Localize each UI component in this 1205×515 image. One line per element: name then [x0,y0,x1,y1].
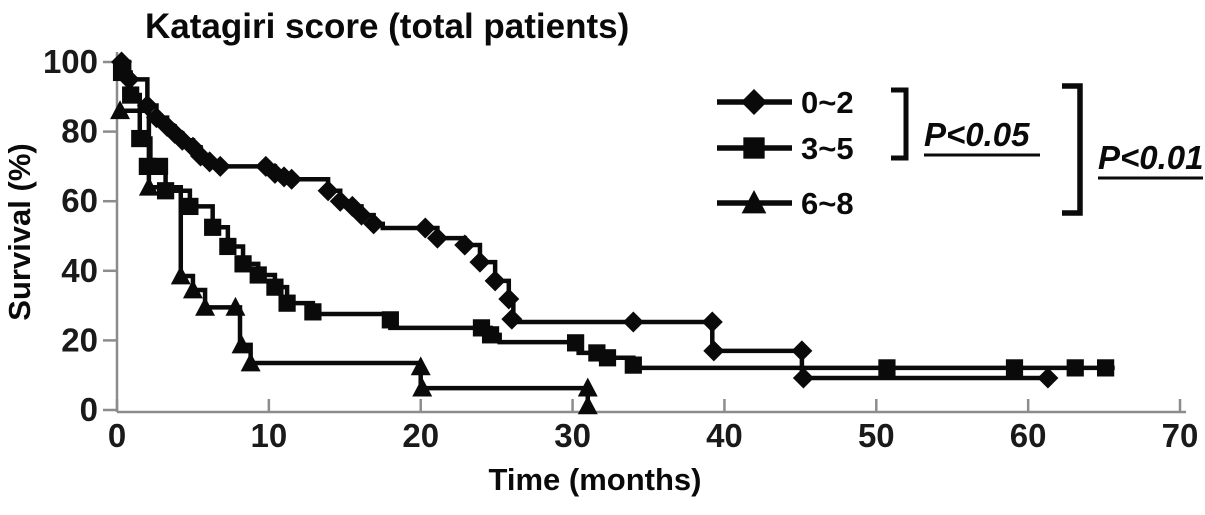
x-axis-title: Time (months) [489,462,702,497]
legend-diamond-icon [741,89,767,115]
data-point-square [567,334,585,352]
axes: 0 10 20 30 40 50 60 70 0 20 40 60 80 100 [43,43,1198,454]
data-point-square [204,218,222,236]
data-point-diamond [501,308,523,330]
data-point-triangle [231,334,252,354]
series-square [112,63,1115,377]
data-point-diamond [156,115,178,137]
data-point-square [304,303,322,321]
x-tick-label: 50 [858,417,895,454]
legend-square-icon [743,137,765,159]
data-point-diamond [363,213,385,235]
data-point-diamond [209,155,231,177]
data-point-square [156,182,175,200]
chart-title: Katagiri score (total patients) [145,7,629,46]
data-point-square [122,86,140,104]
data-point-square [234,255,252,273]
y-axis-title: Survival (%) [2,143,37,320]
legend-label: 0~2 [801,85,854,120]
x-tick-label: 10 [251,417,288,454]
bracket-p005 [891,87,909,161]
data-point-square [1066,359,1084,377]
series-triangle [110,100,598,415]
data-point-diamond [1037,367,1059,389]
legend-triangle-icon [741,190,767,214]
data-point-diamond [414,217,436,239]
y-tick-label: 20 [61,321,98,358]
data-point-square [266,278,284,296]
data-point-diamond [281,168,303,190]
data-point-triangle [195,296,216,316]
data-point-square [219,237,237,256]
data-point-triangle [410,356,431,376]
data-point-diamond [703,340,725,362]
data-point-triangle [225,296,246,316]
data-point-square [878,359,896,377]
p-value-annotations: P<0.05 P<0.01 [891,83,1204,216]
data-point-triangle [110,100,131,120]
data-point-diamond [498,288,520,310]
data-point-square [249,266,267,284]
legend-item-0-2: 0~2 [717,85,854,120]
data-point-diamond [426,227,448,249]
x-tick-label: 60 [1010,417,1047,454]
y-tick-label: 0 [80,391,98,428]
data-point-square [150,157,169,176]
y-tick-label: 80 [61,113,98,150]
legend: 0~2 3~5 6~8 [717,85,854,221]
data-point-triangle [412,377,433,397]
data-point-square [381,311,399,329]
data-point-square [624,356,642,374]
data-point-square [112,63,131,82]
data-point-diamond [469,251,491,273]
data-point-square [598,349,617,367]
series-line-triangle [117,108,591,410]
p-value-overall: P<0.01 [1098,139,1204,176]
legend-label: 3~5 [801,131,854,166]
data-point-diamond [484,270,506,292]
data-point-triangle [577,395,598,415]
data-point-square [131,129,149,148]
data-point-triangle [240,352,261,372]
legend-item-6-8: 6~8 [717,186,854,221]
data-point-triangle [138,176,159,196]
data-point-square [278,294,296,312]
data-point-square [1005,359,1024,377]
series-curves [110,51,1115,415]
data-point-square [181,197,199,216]
data-point-diamond [317,180,339,202]
legend-label: 6~8 [801,186,854,221]
data-point-triangle [577,377,598,397]
y-tick-label: 60 [61,182,98,219]
p-value-0-2-vs-3-5: P<0.05 [924,116,1030,153]
data-point-square [481,326,500,344]
x-tick-label: 20 [402,417,439,454]
data-point-diamond [454,234,476,256]
data-point-square [1096,359,1115,377]
x-tick-label: 30 [554,417,591,454]
data-point-diamond [622,311,644,333]
bracket-p001 [1062,83,1083,216]
data-point-triangle [182,279,203,299]
data-point-triangle [170,265,191,285]
y-tick-label: 100 [43,43,98,80]
y-tick-label: 40 [61,252,98,289]
legend-item-3-5: 3~5 [717,131,854,166]
data-point-diamond [791,340,813,362]
series-line-diamond [117,59,1051,381]
x-tick-label: 40 [706,417,743,454]
data-point-diamond [701,311,723,333]
x-tick-label: 70 [1162,417,1199,454]
series-diamond [111,51,1059,389]
data-point-diamond [792,367,814,389]
x-tick-label: 0 [108,417,126,454]
